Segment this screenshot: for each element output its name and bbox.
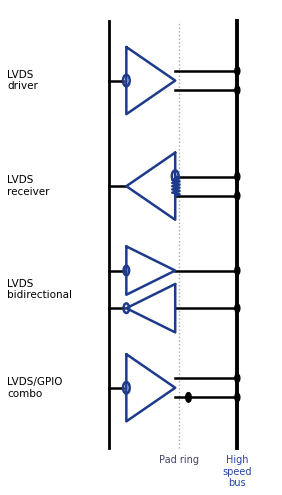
Circle shape (235, 374, 240, 383)
Circle shape (235, 86, 240, 95)
Circle shape (235, 304, 240, 312)
Circle shape (235, 192, 240, 200)
Circle shape (235, 266, 240, 275)
Text: Pad ring: Pad ring (159, 455, 199, 465)
Text: LVDS
driver: LVDS driver (7, 70, 38, 92)
Text: LVDS/GPIO
combo: LVDS/GPIO combo (7, 377, 63, 398)
Text: High
speed
bus: High speed bus (222, 455, 252, 488)
Circle shape (186, 393, 191, 402)
Text: LVDS
bidirectional: LVDS bidirectional (7, 279, 72, 300)
Circle shape (235, 393, 240, 402)
Circle shape (235, 172, 240, 181)
Circle shape (235, 67, 240, 75)
Text: LVDS
receiver: LVDS receiver (7, 175, 49, 197)
